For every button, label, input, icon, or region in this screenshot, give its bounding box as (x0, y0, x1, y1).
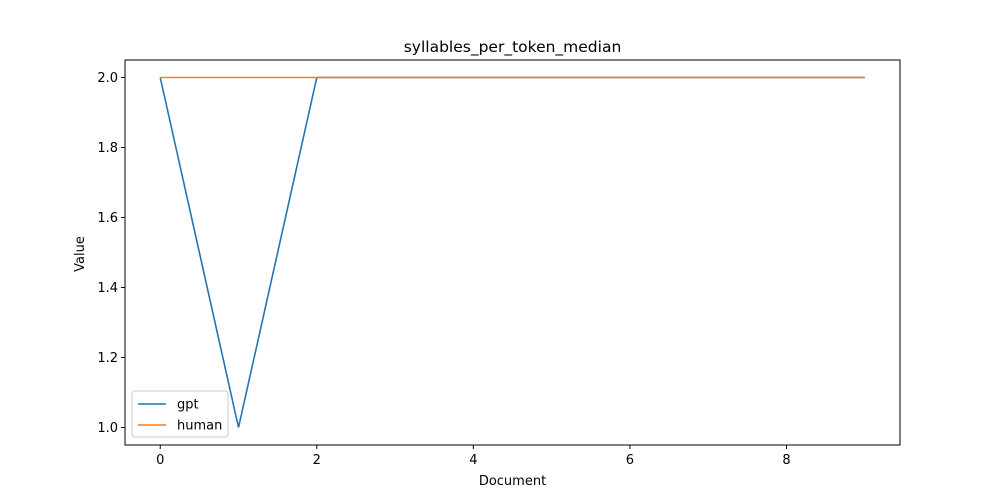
y-tick-label: 2.0 (97, 71, 118, 86)
y-axis-label: Value (73, 236, 88, 272)
x-tick-label: 4 (469, 453, 477, 468)
legend-label-human: human (177, 419, 222, 434)
chart-title: syllables_per_token_median (404, 38, 622, 57)
x-axis-ticks: 0 2 4 6 8 (156, 445, 791, 468)
y-tick-label: 1.2 (97, 351, 118, 366)
y-tick-label: 1.8 (97, 141, 118, 156)
y-tick-label: 1.4 (97, 281, 118, 296)
y-axis-ticks: 1.0 1.2 1.4 1.6 1.8 2.0 (97, 71, 125, 436)
series-layer (159, 76, 865, 428)
y-tick-label: 1.6 (97, 211, 118, 226)
x-tick-label: 6 (626, 453, 634, 468)
legend-label-gpt: gpt (177, 398, 199, 413)
y-tick-label: 1.0 (97, 421, 118, 436)
plot-frame (124, 59, 901, 446)
x-tick-label: 2 (313, 453, 321, 468)
plot-area (124, 59, 901, 446)
legend: gpt human (131, 390, 229, 438)
x-axis-label: Document (479, 474, 546, 489)
x-tick-label: 8 (782, 453, 790, 468)
x-tick-label: 0 (156, 453, 164, 468)
